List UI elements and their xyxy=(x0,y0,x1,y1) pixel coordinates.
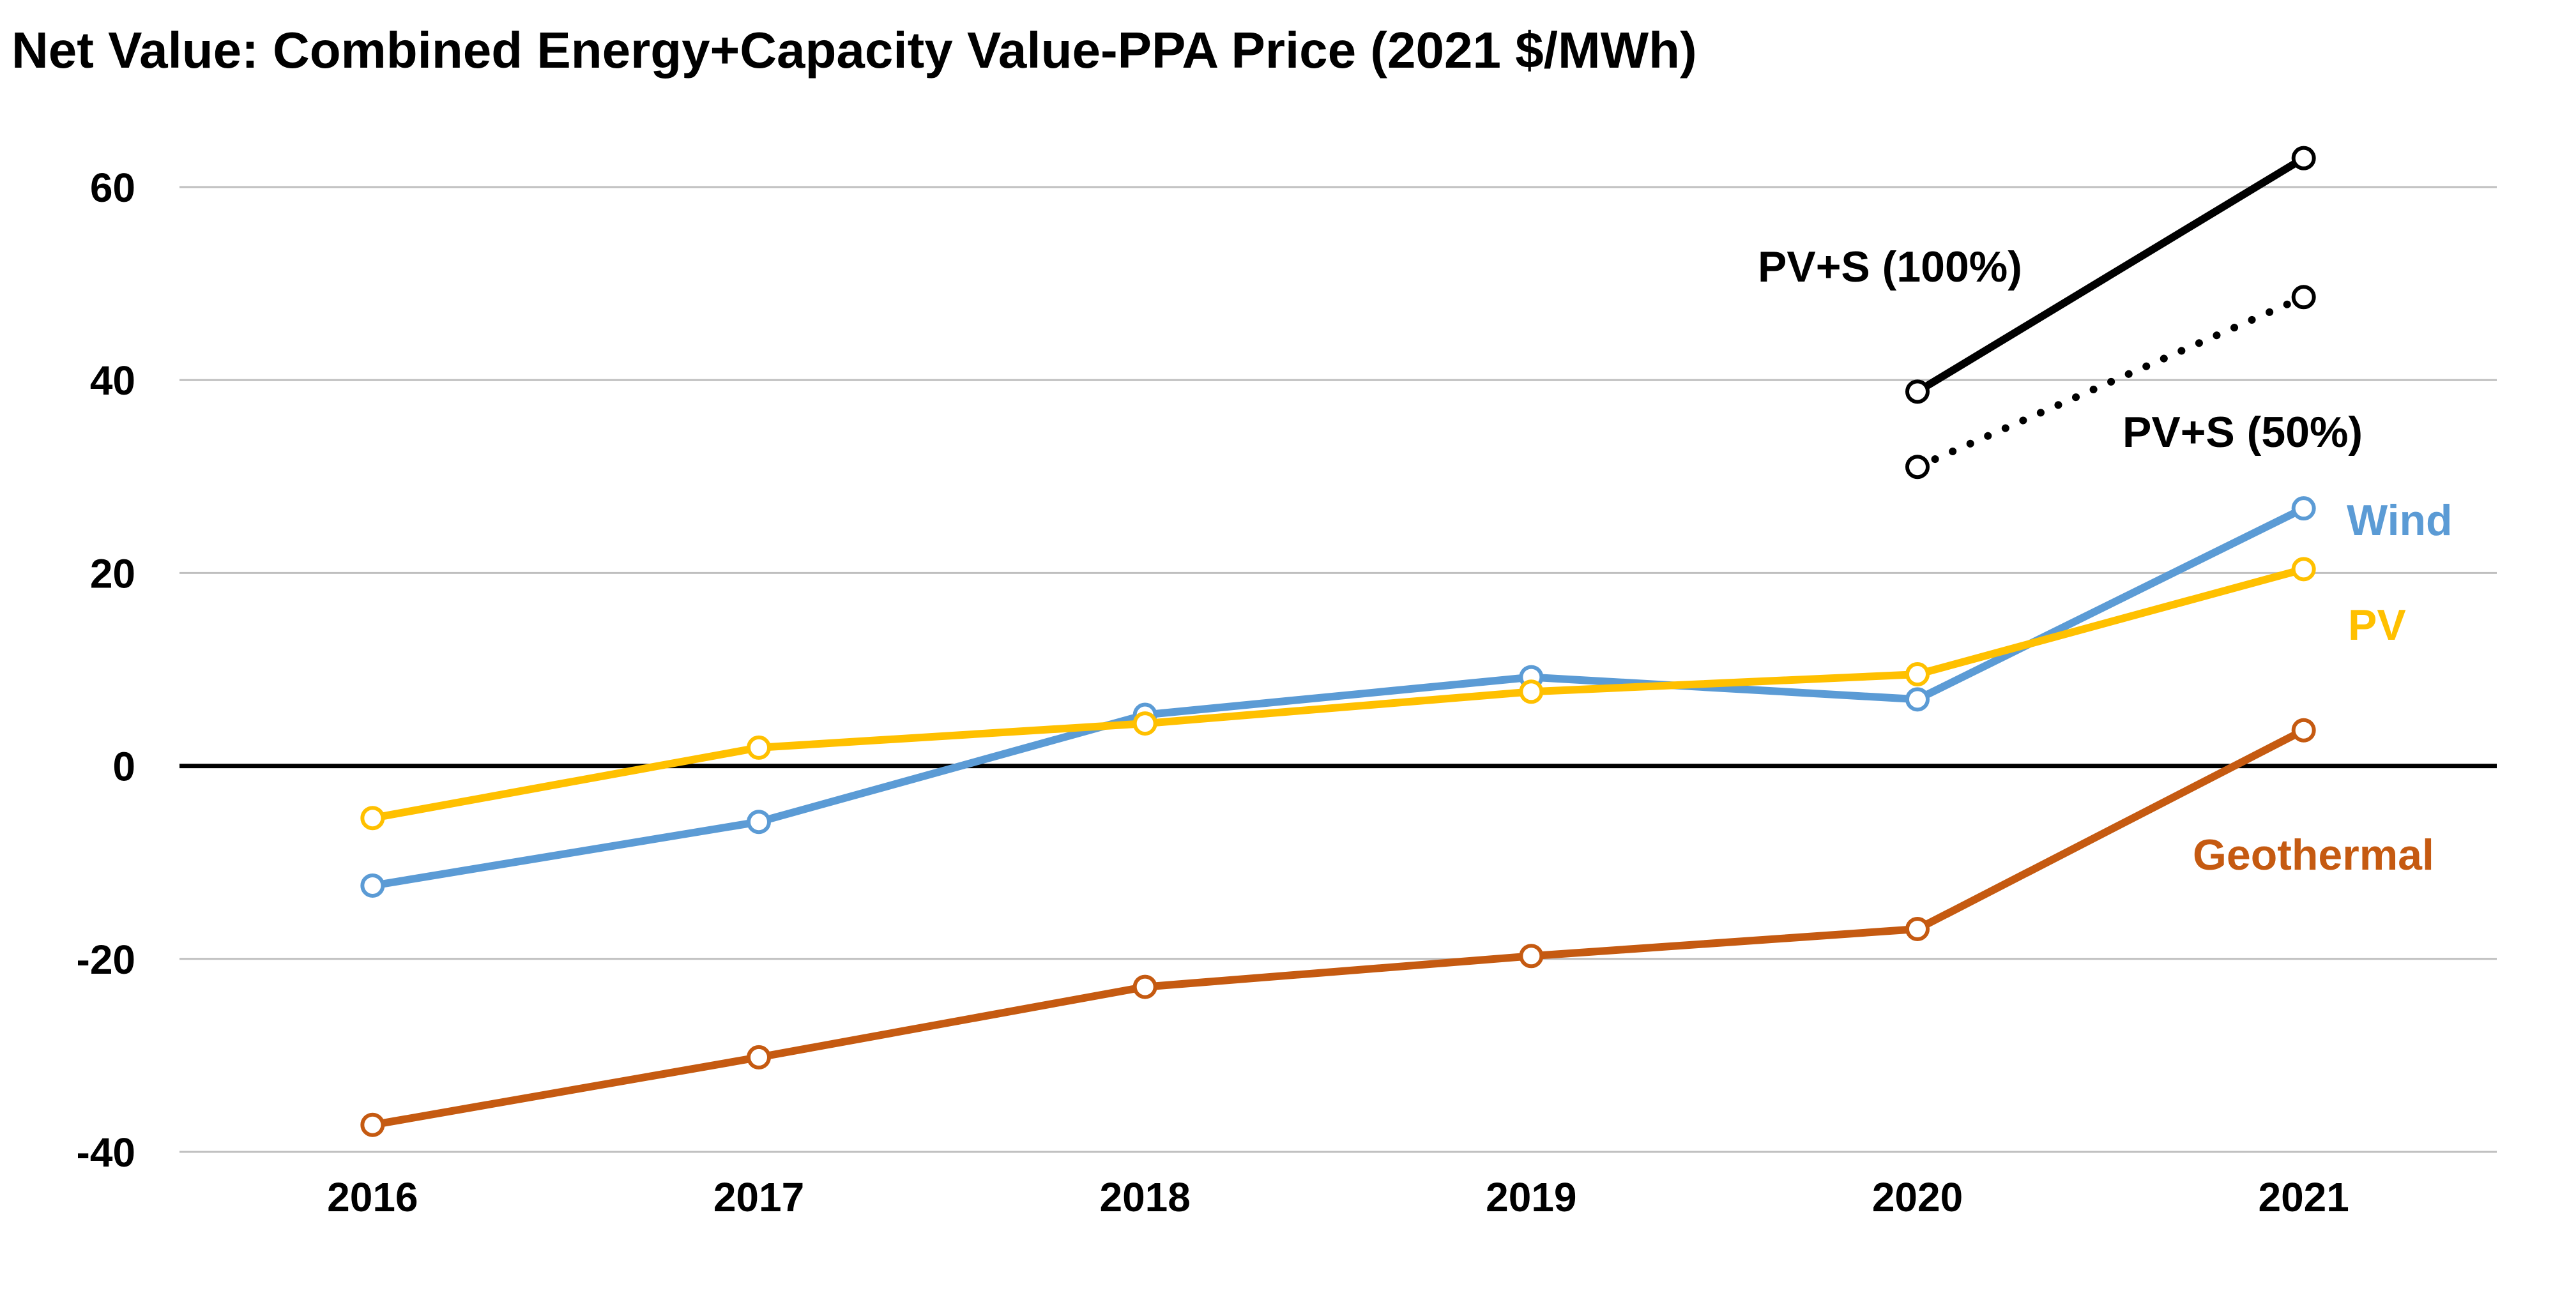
series-label-pv: PV xyxy=(2348,601,2406,649)
y-tick-label: -40 xyxy=(77,1130,136,1175)
x-tick-label: 2021 xyxy=(2258,1174,2349,1220)
series-label-pv-s-100: PV+S (100%) xyxy=(1758,243,2022,291)
data-point-marker xyxy=(1905,379,1930,404)
data-point-marker xyxy=(747,735,771,760)
y-axis-tick-labels: 60 40 20 0 -20 -40 xyxy=(77,165,136,1175)
chart-title: Net Value: Combined Energy+Capacity Valu… xyxy=(11,22,1697,79)
y-tick-label: 60 xyxy=(90,165,135,211)
data-point-marker xyxy=(2291,718,2316,743)
series-line-pv-s-50 xyxy=(1914,293,2308,471)
data-point-marker xyxy=(1519,679,1544,704)
series-line-pv-s-100 xyxy=(1914,154,2308,396)
data-point-marker xyxy=(1905,916,1930,941)
data-point-marker xyxy=(747,810,771,835)
data-point-marker xyxy=(1132,711,1157,736)
series-label-geothermal: Geothermal xyxy=(2193,831,2434,879)
series-line-geothermal xyxy=(369,726,2308,1129)
series-line-pv xyxy=(369,565,2308,822)
data-point-marker xyxy=(1519,944,1544,969)
data-point-marker xyxy=(2291,146,2316,170)
data-point-marker xyxy=(1905,662,1930,687)
data-point-marker xyxy=(360,873,385,898)
y-tick-label: 40 xyxy=(90,358,135,404)
x-tick-label: 2018 xyxy=(1099,1174,1190,1220)
series-lines xyxy=(369,154,2308,1129)
y-tick-label: 20 xyxy=(90,550,135,596)
series-label-pv-s-50: PV+S (50%) xyxy=(2123,408,2363,457)
data-point-marker xyxy=(360,806,385,831)
series-labels: Wind PV Geothermal PV+S (100%) PV+S (50%) xyxy=(1758,243,2453,879)
data-point-marker xyxy=(2291,496,2316,521)
data-point-marker xyxy=(2291,557,2316,582)
series-label-wind: Wind xyxy=(2347,496,2453,545)
x-tick-label: 2019 xyxy=(1486,1174,1576,1220)
data-point-marker xyxy=(360,1112,385,1137)
y-tick-label: 0 xyxy=(112,744,135,790)
data-point-marker xyxy=(747,1045,771,1069)
x-tick-label: 2020 xyxy=(1872,1174,1963,1220)
series-markers xyxy=(360,146,2316,1137)
y-tick-label: -20 xyxy=(77,937,136,983)
series-line-wind xyxy=(369,504,2308,889)
x-tick-label: 2017 xyxy=(713,1174,804,1220)
data-point-marker xyxy=(1905,455,1930,480)
x-tick-label: 2016 xyxy=(327,1174,418,1220)
data-point-marker xyxy=(2291,285,2316,310)
data-point-marker xyxy=(1905,687,1930,712)
gridlines xyxy=(179,186,2497,1153)
data-point-marker xyxy=(1132,974,1157,999)
x-axis-tick-labels: 2016 2017 2018 2019 2020 2021 xyxy=(327,1174,2349,1220)
